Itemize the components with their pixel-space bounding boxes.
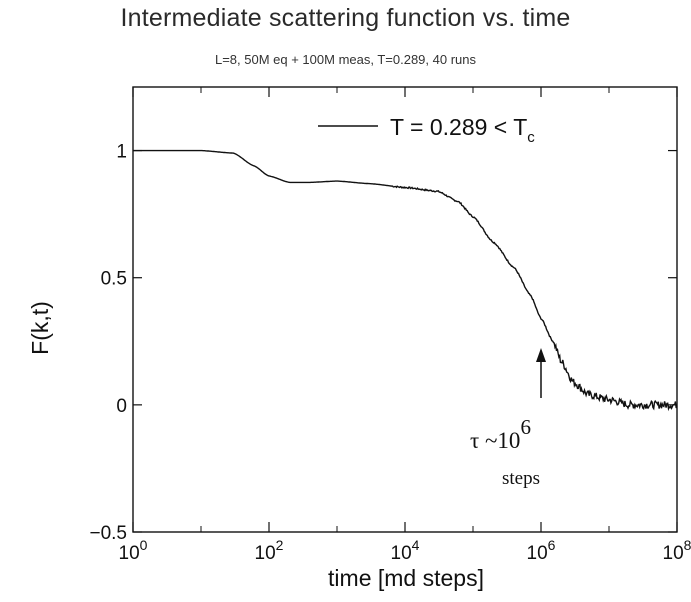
chart-subtitle: L=8, 50M eq + 100M meas, T=0.289, 40 run… xyxy=(214,52,476,67)
y-tick-label: 1 xyxy=(116,142,127,163)
chart-title: Intermediate scattering function vs. tim… xyxy=(120,4,571,32)
y-axis-label: F(k,t) xyxy=(27,301,53,355)
plot-frame xyxy=(132,86,678,533)
tick-labels: −0.5 0 0.5 1 100 102 104 106 108 xyxy=(89,142,691,564)
y-tick-label: 0 xyxy=(116,396,127,417)
x-axis-label: time [md steps] xyxy=(328,565,484,591)
annotation-arrow-head xyxy=(536,348,546,362)
legend: T = 0.289 < Tc xyxy=(318,114,535,146)
y-tick-label: 0.5 xyxy=(101,269,127,290)
tick-marks xyxy=(132,87,678,533)
x-tick-label: 104 xyxy=(391,537,420,564)
x-tick-label: 100 xyxy=(119,537,148,564)
series-line-0 xyxy=(133,149,678,412)
x-tick-label: 102 xyxy=(255,537,284,564)
annotation-tau-text: τ ~106 xyxy=(470,415,531,453)
legend-label: T = 0.289 < Tc xyxy=(390,114,535,146)
plot-axes xyxy=(132,86,678,533)
y-tick-label: −0.5 xyxy=(89,523,127,544)
x-tick-label: 108 xyxy=(663,537,691,564)
x-tick-label: 106 xyxy=(527,537,556,564)
annotation-steps-text: steps xyxy=(502,468,540,489)
data-series xyxy=(133,149,678,412)
tau-annotation: τ ~106 steps xyxy=(470,348,546,489)
